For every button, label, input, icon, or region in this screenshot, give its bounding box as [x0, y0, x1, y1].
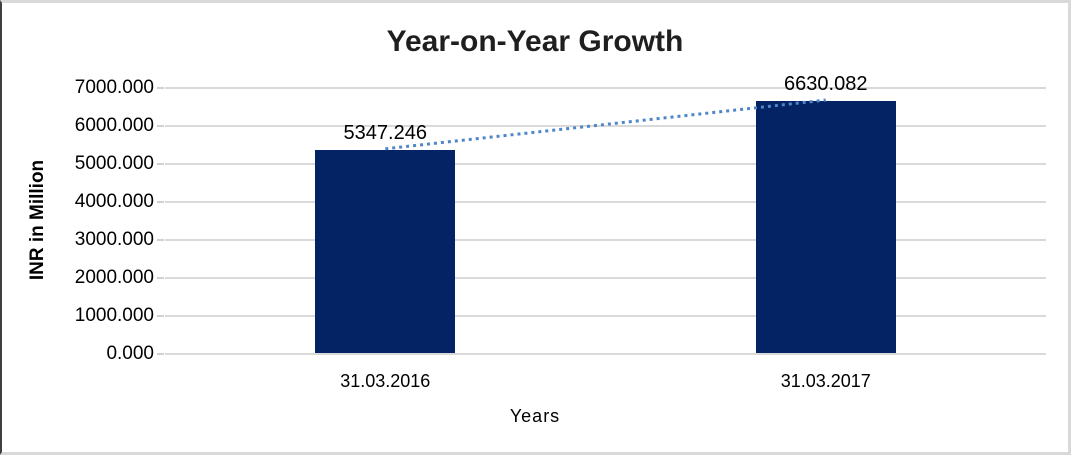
bar-data-label: 6630.082	[784, 73, 868, 96]
trendline	[385, 98, 826, 151]
gridline	[165, 239, 1046, 241]
x-axis-title: Years	[509, 406, 561, 426]
bar-data-label: 5347.246	[343, 121, 427, 144]
gridline	[165, 87, 1046, 89]
x-axis-tick-label: 31.03.2017	[780, 371, 871, 391]
bar-31.03.2016	[315, 149, 456, 353]
y-axis-tick-label: 4000.000	[74, 191, 154, 212]
gridline	[165, 201, 1046, 203]
y-axis-tick-mark	[157, 125, 164, 127]
y-axis-title: INR in Million	[27, 159, 48, 281]
gridline	[165, 353, 1046, 355]
y-axis-tick-label: 1000.000	[74, 305, 154, 326]
plot-area: 5347.246 6630.082	[157, 73, 1046, 355]
chart-title: Year-on-Year Growth	[386, 25, 684, 58]
gridline	[165, 125, 1046, 127]
y-axis-tick-label: 5000.000	[74, 153, 154, 174]
y-axis-tick-mark	[157, 239, 164, 241]
gridline	[165, 277, 1046, 279]
y-axis-tick-label: 2000.000	[74, 267, 154, 288]
y-axis-tick-mark	[157, 87, 164, 89]
gridline	[165, 163, 1046, 165]
y-axis-tick-mark	[157, 201, 164, 203]
y-axis-tick-label: 0.000	[106, 343, 154, 364]
y-axis-tick-label: 6000.000	[74, 115, 154, 136]
x-axis-tick-label: 31.03.2016	[340, 371, 431, 391]
y-axis-tick-mark	[157, 277, 164, 279]
gridline	[165, 315, 1046, 317]
y-axis-tick-mark	[157, 315, 164, 317]
bar-31.03.2017	[755, 101, 896, 353]
y-axis-tick-label: 3000.000	[74, 229, 154, 250]
y-axis-tick-mark	[157, 163, 164, 165]
y-axis-tick-mark	[157, 353, 164, 355]
y-axis-tick-label: 7000.000	[74, 77, 154, 98]
